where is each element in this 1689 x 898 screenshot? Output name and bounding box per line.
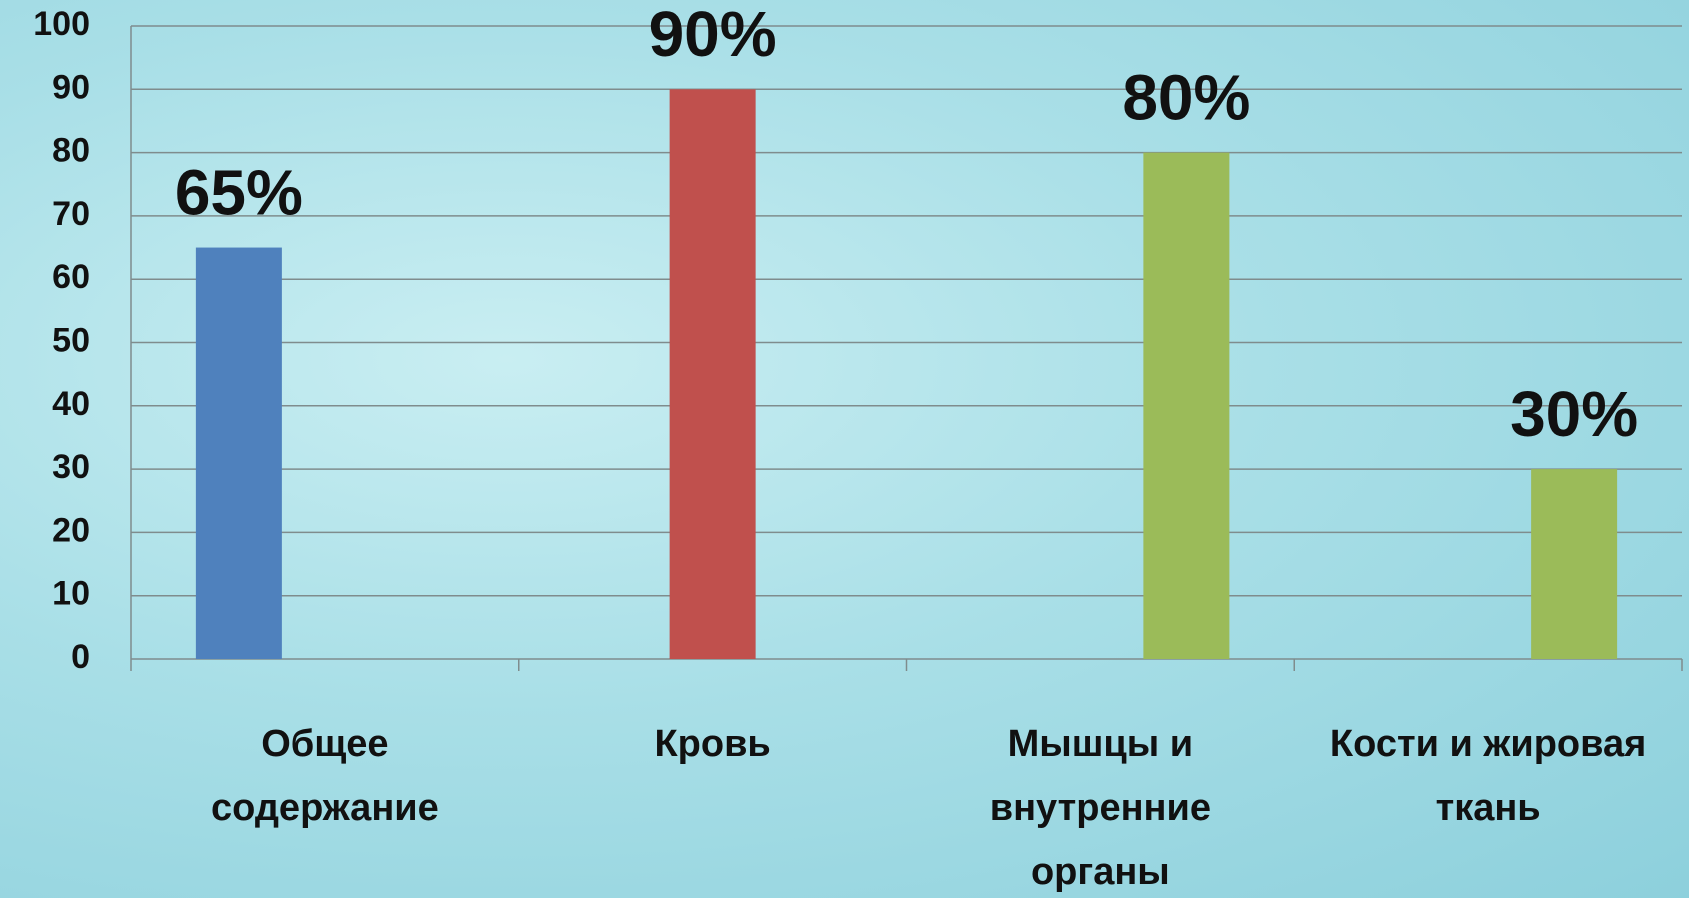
y-tick-label: 20 — [52, 511, 90, 549]
bar — [670, 89, 756, 659]
y-tick-label: 90 — [52, 68, 90, 106]
bar — [1531, 469, 1617, 659]
y-tick-label: 40 — [52, 385, 90, 423]
value-label: 90% — [649, 0, 777, 70]
y-tick-label: 0 — [71, 638, 90, 676]
y-tick-label: 30 — [52, 448, 90, 486]
x-tick-label: Кровь — [533, 712, 893, 776]
y-tick-label: 80 — [52, 132, 90, 170]
value-label: 30% — [1510, 378, 1638, 450]
y-tick-label: 70 — [52, 195, 90, 233]
x-tick-label: Общее содержание — [145, 712, 505, 840]
bar — [196, 248, 282, 659]
chart-area: 0 10 20 30 40 50 60 70 80 90 100 65% 90% 80% 30% Общее… — [0, 0, 1689, 898]
x-tick-label: Мышцы и внутренние органы — [920, 712, 1280, 898]
y-tick-label: 10 — [52, 575, 90, 613]
x-tick-label: Кости и жировая ткань — [1308, 712, 1668, 840]
y-tick-label: 50 — [52, 321, 90, 359]
value-label: 80% — [1122, 62, 1250, 134]
y-tick-label: 100 — [33, 5, 90, 43]
value-label: 65% — [175, 156, 303, 228]
bar — [1143, 153, 1229, 659]
y-tick-label: 60 — [52, 258, 90, 296]
